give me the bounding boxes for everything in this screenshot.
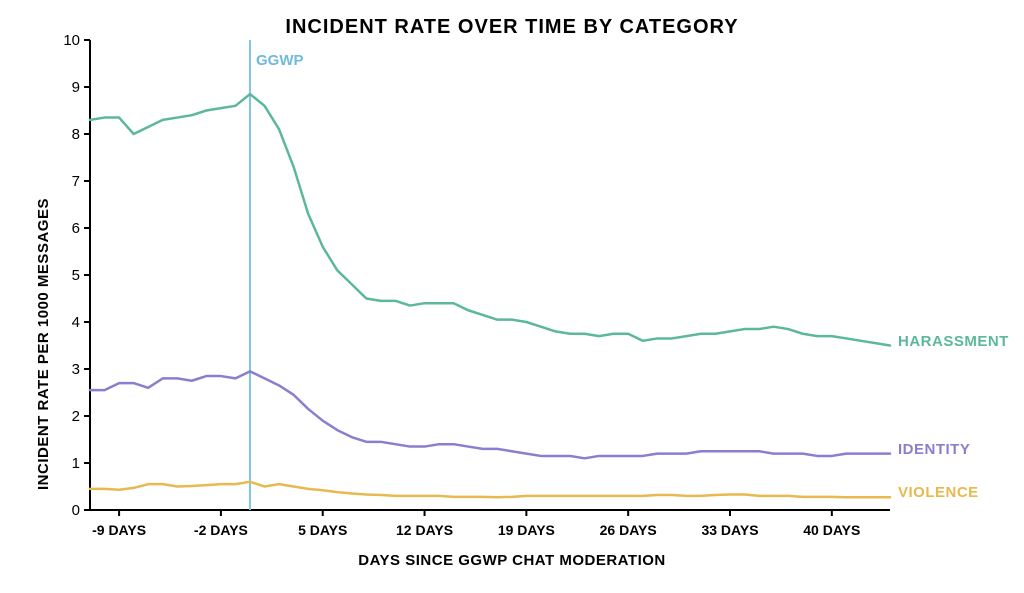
y-tick-label: 3 <box>50 361 80 378</box>
x-axis-label: DAYS SINCE GGWP CHAT MODERATION <box>0 552 1024 569</box>
x-tick-label: 12 DAYS <box>396 522 453 538</box>
x-tick-label: 40 DAYS <box>803 522 860 538</box>
y-tick-label: 7 <box>50 173 80 190</box>
y-tick-label: 6 <box>50 220 80 237</box>
y-axis-label: INCIDENT RATE PER 1000 MESSAGES <box>35 198 52 490</box>
y-tick-label: 1 <box>50 455 80 472</box>
chart-plot-area <box>0 0 1024 593</box>
chart-container: INCIDENT RATE OVER TIME BY CATEGORY INCI… <box>0 0 1024 593</box>
y-tick-label: 2 <box>50 408 80 425</box>
series-label-violence: VIOLENCE <box>898 484 979 501</box>
y-tick-label: 4 <box>50 314 80 331</box>
x-tick-label: 26 DAYS <box>600 522 657 538</box>
y-tick-label: 5 <box>50 267 80 284</box>
x-tick-label: -9 DAYS <box>92 522 146 538</box>
y-tick-label: 8 <box>50 126 80 143</box>
y-tick-label: 10 <box>50 32 80 49</box>
reference-line-label: GGWP <box>256 52 304 69</box>
x-tick-label: 19 DAYS <box>498 522 555 538</box>
series-label-harassment: HARASSMENT <box>898 333 1009 350</box>
y-tick-label: 0 <box>50 502 80 519</box>
series-label-identity: IDENTITY <box>898 441 970 458</box>
y-tick-label: 9 <box>50 79 80 96</box>
x-tick-label: 5 DAYS <box>298 522 347 538</box>
x-tick-label: -2 DAYS <box>194 522 248 538</box>
x-tick-label: 33 DAYS <box>701 522 758 538</box>
